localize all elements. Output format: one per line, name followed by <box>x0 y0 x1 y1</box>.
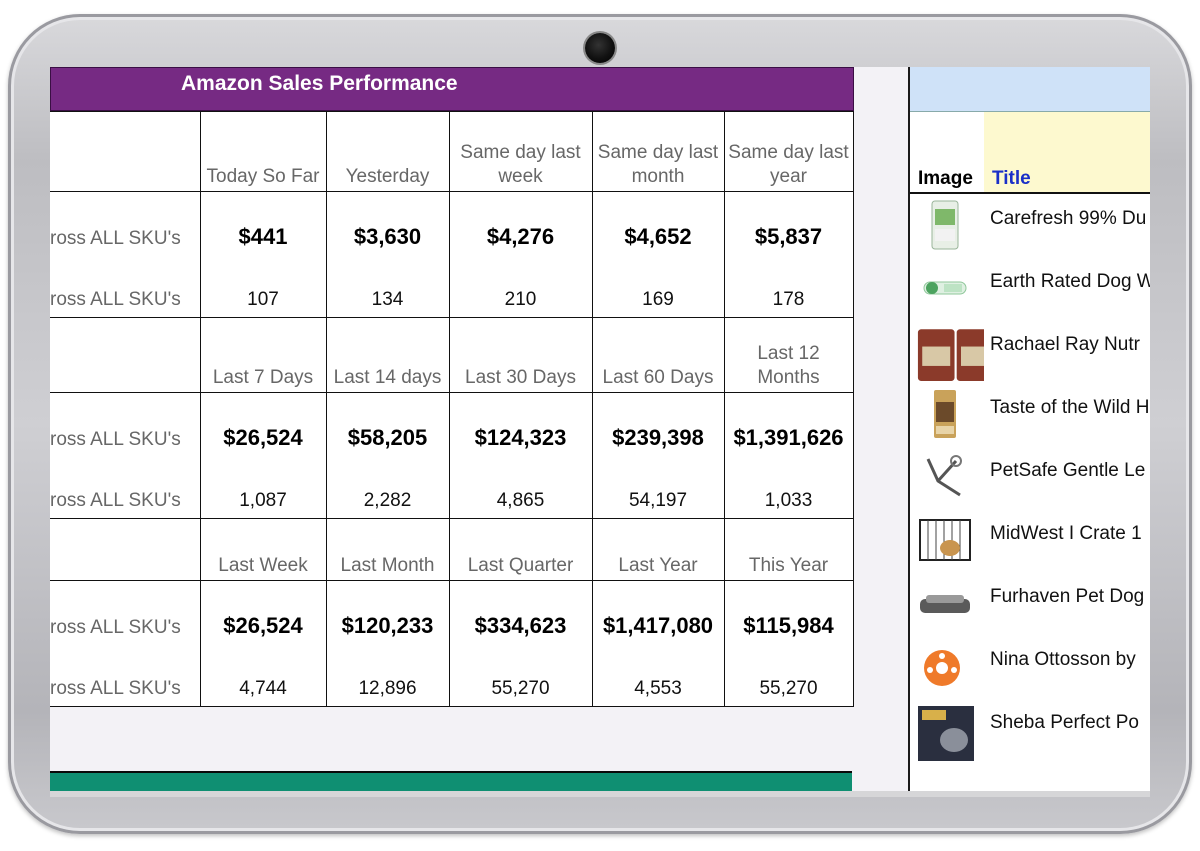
units-value: 134 <box>371 289 404 310</box>
dog-leash-icon <box>926 455 962 497</box>
dog-food-bag-icon <box>934 390 956 438</box>
sales-value: $334,623 <box>474 613 567 638</box>
dashboard-title-bar: Amazon Sales Performance <box>50 67 854 111</box>
period-header: Last 60 Days <box>602 367 714 388</box>
sales-value: $120,233 <box>341 613 434 638</box>
row-label-units: ross ALL SKU's <box>50 490 181 511</box>
list-item[interactable]: Furhaven Pet Dog <box>910 572 1150 635</box>
sales-value: $4,652 <box>624 224 692 249</box>
product-title: Sheba Perfect Po <box>990 712 1139 733</box>
units-value: 107 <box>247 289 279 310</box>
list-item[interactable]: Carefresh 99% Du <box>910 194 1150 257</box>
list-item[interactable]: Nina Ottosson by <box>910 635 1150 698</box>
table-row: ross ALL SKU's ross ALL SKU's $441 107 $3… <box>50 191 854 318</box>
units-value: 55,270 <box>491 678 550 699</box>
sales-dashboard: Amazon Sales Performance Today So Far Ye… <box>50 67 854 709</box>
list-item[interactable]: Earth Rated Dog W <box>910 257 1150 320</box>
poop-bag-dispenser-icon <box>923 281 967 295</box>
product-title: Carefresh 99% Du <box>990 208 1147 229</box>
period-header: Last 14 days <box>333 367 442 388</box>
table-row: Last Week Last Month Last Quarter Last Y… <box>50 518 854 581</box>
units-value: 4,553 <box>634 678 682 699</box>
units-value: 55,270 <box>759 678 818 699</box>
screen-bottom-edge <box>50 791 1150 797</box>
table-row: ross ALL SKU's ross ALL SKU's $26,524 1,0… <box>50 392 854 519</box>
panel-top-bar <box>910 67 1150 112</box>
row-label-sales: ross ALL SKU's <box>50 429 181 450</box>
bedding-bag-icon <box>931 200 959 250</box>
product-title: Taste of the Wild H <box>990 397 1150 418</box>
sales-value: $124,323 <box>474 425 567 450</box>
sales-value: $115,984 <box>743 613 834 638</box>
product-title: Nina Ottosson by <box>990 649 1136 670</box>
sales-value: $1,417,080 <box>602 613 714 638</box>
puzzle-toy-icon <box>924 650 960 686</box>
product-title: PetSafe Gentle Le <box>990 460 1146 481</box>
panel-divider <box>908 67 910 797</box>
sales-value: $26,524 <box>223 425 303 450</box>
table-row: Last 7 Days Last 14 days Last 30 Days La… <box>50 317 854 393</box>
column-header-image: Image <box>918 168 973 189</box>
period-header: This Year <box>748 555 829 576</box>
table-row: ross ALL SKU's ross ALL SKU's $26,524 4,7… <box>50 580 854 707</box>
list-item[interactable]: MidWest I Crate 1 <box>910 509 1150 572</box>
units-value: 54,197 <box>628 490 688 511</box>
units-value: 169 <box>642 289 674 310</box>
period-header: Yesterday <box>345 166 430 187</box>
units-value: 12,896 <box>358 678 417 699</box>
product-list: Carefresh 99% Du Earth Rated Dog W Racha… <box>910 194 1150 761</box>
period-header: Today So Far <box>206 166 320 187</box>
units-value: 4,744 <box>239 678 287 699</box>
period-header: Last 30 Days <box>465 367 576 388</box>
table-row: Today So Far Yesterday Same day last wee… <box>50 111 854 192</box>
camera-icon <box>585 33 615 63</box>
period-header: Last Month <box>340 555 435 576</box>
period-header: Last Week <box>218 555 308 576</box>
sales-value: $1,391,626 <box>733 425 844 450</box>
product-title: Furhaven Pet Dog <box>990 586 1145 607</box>
units-value: 178 <box>772 289 805 310</box>
dog-crate-icon <box>919 519 971 561</box>
row-label-units: ross ALL SKU's <box>50 289 181 310</box>
row-label-units: ross ALL SKU's <box>50 678 181 699</box>
list-item[interactable]: Rachael Ray Nutr <box>910 320 1150 383</box>
dashboard-title: Amazon Sales Performance <box>181 72 458 95</box>
product-panel: Image Title Carefresh 99% Du Earth Rated… <box>910 67 1150 797</box>
sales-value: $26,524 <box>223 613 303 638</box>
period-header: Same day last month <box>597 142 719 187</box>
sales-value: $58,205 <box>347 425 428 450</box>
cat-food-box-icon <box>918 706 974 761</box>
product-title: Rachael Ray Nutr <box>990 334 1140 355</box>
units-value: 1,033 <box>764 490 813 511</box>
period-header: Last Year <box>618 555 698 576</box>
period-header: Last 7 Days <box>212 367 314 388</box>
sales-value: $5,837 <box>754 224 823 249</box>
units-value: 2,282 <box>363 490 412 511</box>
units-value: 4,865 <box>496 490 545 511</box>
sales-value: $441 <box>238 224 288 249</box>
product-title: MidWest I Crate 1 <box>990 523 1142 544</box>
period-header: Same day last year <box>728 142 849 187</box>
sales-value: $3,630 <box>353 224 422 249</box>
period-header: Last Quarter <box>467 555 574 576</box>
units-value: 1,087 <box>239 490 287 511</box>
sales-value: $4,276 <box>486 224 555 249</box>
tablet-screen: Amazon Sales Performance Today So Far Ye… <box>50 67 1150 797</box>
list-item[interactable]: Sheba Perfect Po <box>910 698 1150 761</box>
period-header: Same day last week <box>460 142 581 187</box>
units-value: 210 <box>504 289 537 310</box>
product-table-header: Image Title <box>910 112 1150 194</box>
product-title: Earth Rated Dog W <box>990 271 1150 292</box>
list-item[interactable]: PetSafe Gentle Le <box>910 446 1150 509</box>
period-header: Last 12 Months <box>757 343 820 388</box>
sales-value: $239,398 <box>612 425 704 450</box>
dog-bed-icon <box>920 595 970 613</box>
row-label-sales: ross ALL SKU's <box>50 617 181 638</box>
dog-treat-bags-icon <box>917 329 984 381</box>
list-item[interactable]: Taste of the Wild H <box>910 383 1150 446</box>
sales-metrics-table: Today So Far Yesterday Same day last wee… <box>50 111 854 707</box>
column-header-title[interactable]: Title <box>992 168 1031 189</box>
row-label-sales: ross ALL SKU's <box>50 228 181 249</box>
